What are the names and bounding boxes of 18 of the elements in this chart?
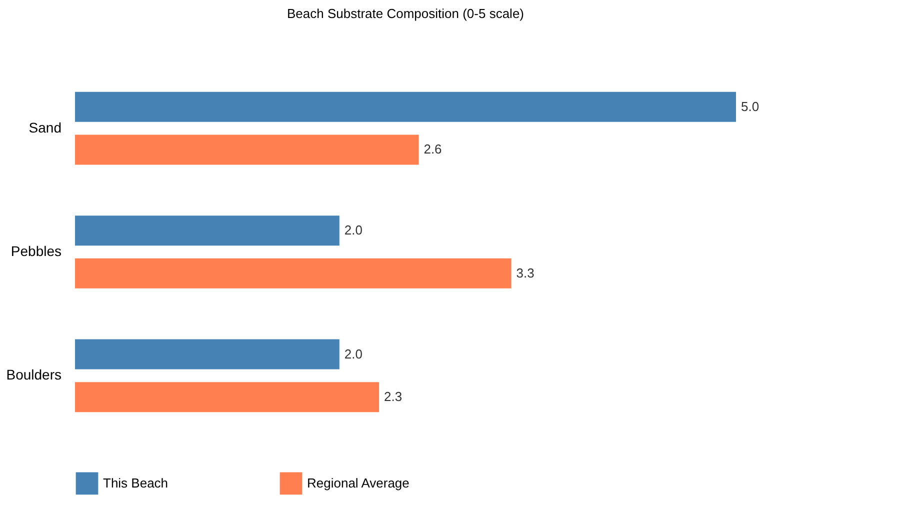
bar: [75, 216, 340, 246]
legend-label: This Beach: [103, 475, 168, 490]
y-tick-label: Pebbles: [10, 243, 62, 259]
bar: [75, 258, 512, 288]
bar: [75, 339, 340, 370]
y-tick-label: Sand: [28, 119, 62, 136]
legend-label: Regional Average: [307, 475, 410, 490]
data-label: 2.0: [344, 222, 362, 238]
data-label: 2.3: [384, 389, 402, 404]
y-tick-label: Boulders: [6, 366, 62, 383]
bar: [75, 92, 736, 122]
bar: [75, 134, 419, 165]
data-label: 5.0: [741, 98, 760, 114]
bar: [75, 382, 380, 412]
data-label: 2.0: [344, 346, 362, 362]
chart-title: Beach Substrate Composition (0-5 scale): [286, 6, 524, 21]
data-label: 3.3: [516, 265, 534, 280]
data-label: 2.6: [424, 142, 442, 157]
